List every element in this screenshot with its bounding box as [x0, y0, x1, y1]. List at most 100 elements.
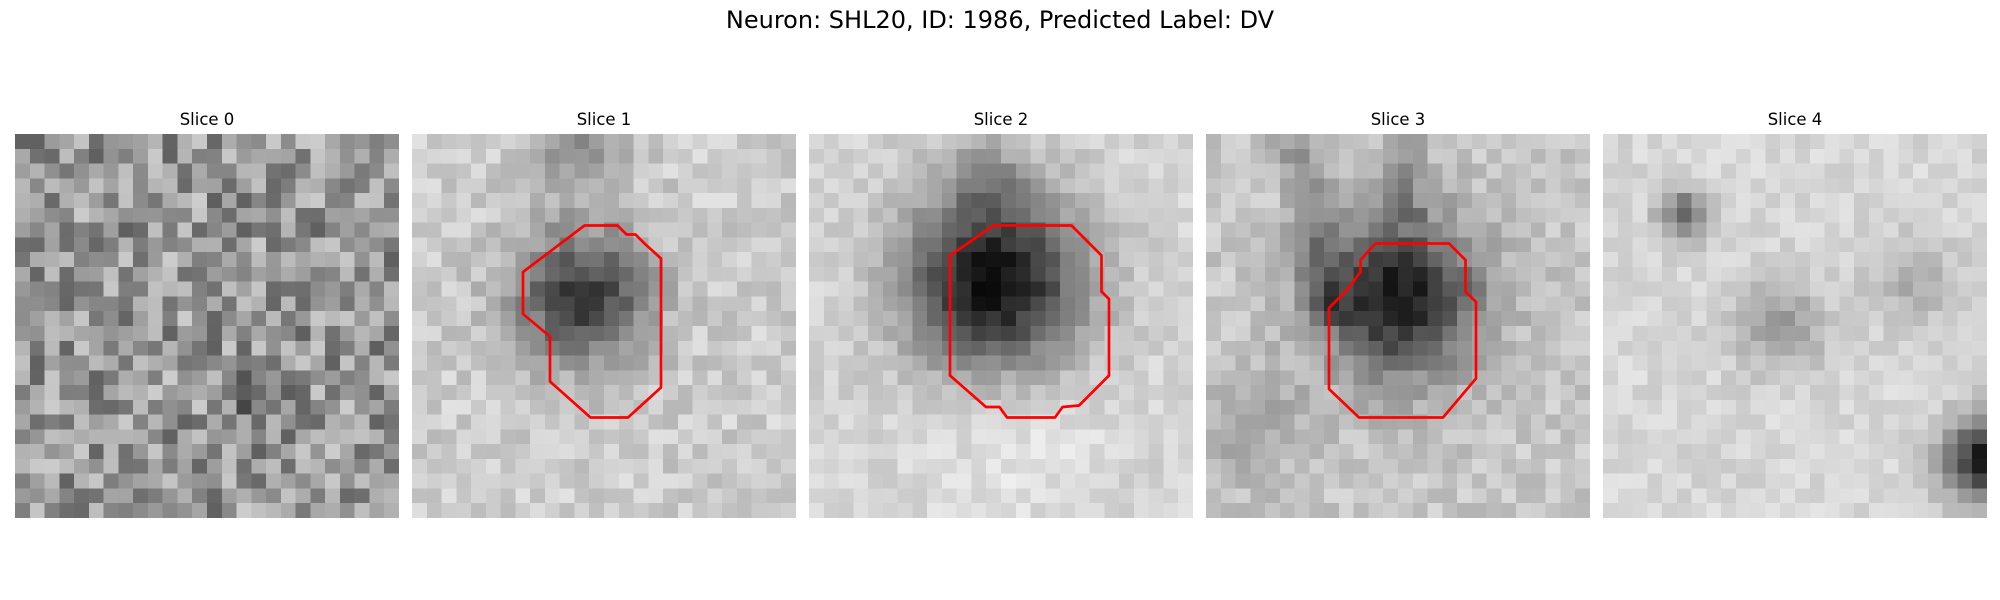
pixel — [1898, 355, 1914, 371]
pixel — [868, 355, 884, 371]
pixel — [1735, 178, 1752, 194]
pixel — [1516, 444, 1532, 460]
pixel — [236, 458, 252, 475]
pixel — [1765, 296, 1781, 312]
pixel — [1265, 134, 1281, 150]
pixel — [1501, 207, 1517, 224]
pixel — [1560, 222, 1576, 238]
pixel — [1368, 222, 1384, 238]
pixel — [1119, 370, 1135, 386]
pixel — [15, 355, 31, 371]
pixel — [1898, 311, 1914, 327]
pixel — [1824, 193, 1840, 209]
pixel — [339, 488, 356, 504]
pixel — [1074, 458, 1091, 475]
pixel — [1220, 458, 1237, 475]
pixel — [441, 222, 457, 238]
pixel — [426, 370, 443, 386]
pixel — [1178, 355, 1193, 371]
pixel — [1957, 237, 1973, 253]
roi-contour — [1327, 242, 1478, 419]
pixel — [1089, 207, 1105, 224]
pixel — [1119, 488, 1135, 504]
pixel — [736, 311, 753, 327]
pixel — [1427, 429, 1443, 445]
pixel — [1220, 134, 1237, 150]
pixel — [1972, 148, 1987, 165]
pixel — [530, 503, 546, 518]
pixel — [707, 326, 723, 342]
pixel — [971, 326, 987, 342]
pixel — [280, 429, 297, 445]
pixel — [1516, 237, 1532, 253]
pixel — [1235, 326, 1251, 342]
pixel — [1133, 414, 1150, 430]
pixel — [1662, 134, 1678, 150]
pixel — [251, 281, 267, 298]
pixel — [1427, 163, 1443, 179]
pixel — [1809, 207, 1826, 224]
pixel — [559, 311, 576, 327]
pixel — [1883, 296, 1899, 312]
pixel — [1780, 134, 1796, 150]
pixel — [530, 237, 546, 253]
pixel — [1471, 399, 1488, 416]
pixel — [162, 266, 179, 283]
pixel — [1471, 370, 1488, 386]
pixel — [927, 134, 943, 150]
pixel — [1265, 399, 1281, 416]
pixel — [1706, 399, 1722, 416]
pixel — [1398, 385, 1414, 401]
pixel — [1309, 193, 1325, 209]
pixel — [1545, 488, 1562, 504]
pixel — [384, 148, 399, 165]
pixel — [1398, 281, 1414, 298]
pixel — [1545, 252, 1562, 268]
pixel — [868, 252, 884, 268]
pixel — [544, 458, 561, 475]
pixel — [1735, 444, 1752, 460]
pixel — [1338, 134, 1355, 150]
pixel — [162, 281, 179, 298]
pixel — [589, 473, 605, 490]
pixel — [1501, 222, 1517, 238]
pixel — [941, 488, 958, 504]
pixel — [1324, 207, 1340, 224]
pixel — [766, 163, 782, 179]
pixel — [1235, 222, 1251, 238]
pixel — [1104, 355, 1120, 371]
pixel — [1486, 266, 1502, 283]
pixel — [251, 134, 267, 150]
pixel — [559, 444, 576, 460]
pixel — [1795, 281, 1811, 298]
pixel — [1530, 473, 1547, 490]
pixel — [663, 296, 679, 312]
pixel — [1824, 503, 1840, 518]
pixel — [1398, 473, 1414, 490]
pixel — [1575, 193, 1590, 209]
pixel — [1089, 503, 1105, 518]
pixel — [441, 252, 457, 268]
pixel — [1706, 340, 1722, 357]
pixel — [1575, 429, 1590, 445]
pixel — [1206, 148, 1222, 165]
pixel — [853, 458, 869, 475]
pixel — [29, 193, 46, 209]
pixel — [1501, 237, 1517, 253]
pixel — [325, 399, 341, 416]
pixel — [133, 178, 149, 194]
pixel — [88, 444, 105, 460]
pixel — [133, 340, 149, 357]
pixel — [1854, 252, 1870, 268]
pixel — [310, 503, 326, 518]
pixel — [722, 399, 738, 416]
pixel — [530, 399, 546, 416]
pixel — [868, 458, 884, 475]
pixel — [456, 296, 472, 312]
pixel — [1427, 252, 1443, 268]
pixel — [44, 252, 60, 268]
pixel — [809, 429, 825, 445]
pixel — [897, 207, 913, 224]
pixel — [1824, 385, 1840, 401]
pixel — [1265, 385, 1281, 401]
